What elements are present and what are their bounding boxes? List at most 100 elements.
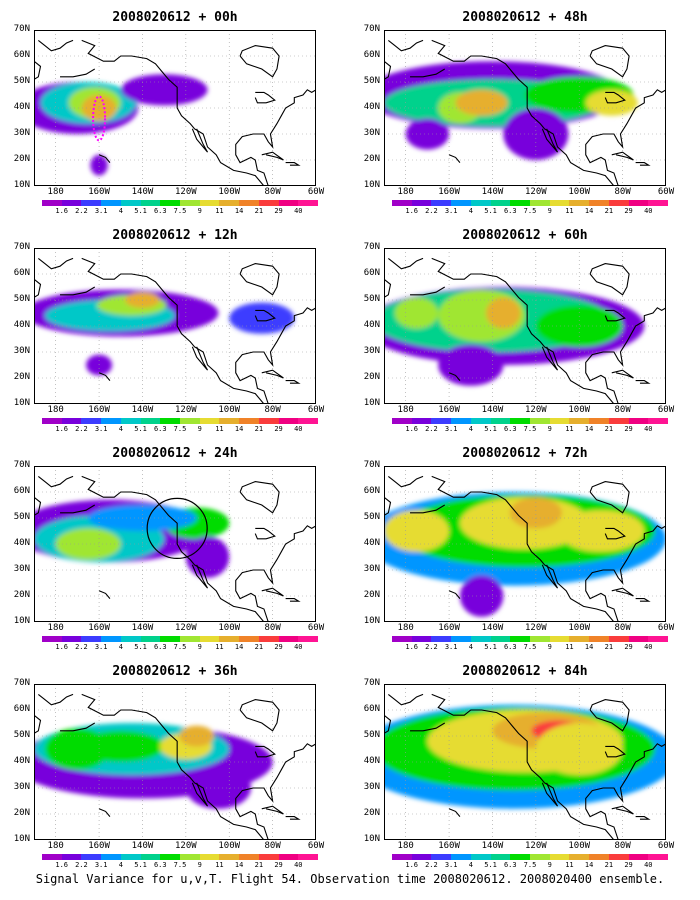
colorbar-swatch <box>530 854 550 860</box>
variance-region <box>394 297 439 329</box>
map-border <box>34 248 316 404</box>
lat-tick-label: 60N <box>13 704 30 714</box>
coastline <box>448 372 461 381</box>
colorbar-swatch <box>298 418 319 424</box>
focus-circle <box>146 497 208 560</box>
lat-tick-label: 30N <box>363 346 380 356</box>
colorbar-swatch <box>199 636 220 642</box>
lat-tick-label: 70N <box>363 242 380 252</box>
panel-title: 2008020612 + 84h <box>462 664 588 679</box>
colorbar-swatch <box>180 200 200 206</box>
colorbar-swatch <box>258 200 279 206</box>
coastline <box>34 60 42 80</box>
lat-tick-label: 30N <box>363 782 380 792</box>
coastline <box>239 45 280 78</box>
coastline <box>254 309 276 322</box>
colorbar-swatch <box>490 636 511 642</box>
colorbar <box>392 200 669 206</box>
colorbar-label: 2.2 <box>425 643 438 651</box>
coastline <box>98 154 111 163</box>
lon-tick-label: 160W <box>88 405 110 415</box>
coastline <box>191 564 209 589</box>
colorbar-label: 3.1 <box>444 425 458 433</box>
colorbar-label: 2.2 <box>425 861 438 869</box>
colorbar-label: 3.1 <box>94 861 108 869</box>
colorbar-swatch <box>589 200 609 206</box>
lon-tick-label: 60W <box>657 841 675 851</box>
lon-tick-label: 100W <box>218 187 241 197</box>
flight-track <box>92 95 107 142</box>
colorbar-label: 5.1 <box>484 643 497 651</box>
coastline <box>261 369 284 379</box>
coastline <box>585 307 666 404</box>
variance-region <box>535 305 623 347</box>
colorbar-swatch <box>530 636 550 642</box>
variance-region <box>90 154 108 176</box>
lon-tick-label: 60W <box>307 187 325 197</box>
coastline <box>261 151 284 161</box>
variance-region <box>485 297 521 329</box>
lon-tick-label: 160W <box>438 841 460 851</box>
lat-tick-label: 20N <box>363 154 380 164</box>
lat-tick-label: 60N <box>363 50 380 60</box>
lat-tick-label: 60N <box>13 486 30 496</box>
lon-tick-label: 120W <box>525 187 547 197</box>
colorbar-swatch <box>608 418 629 424</box>
colorbar-swatch <box>569 200 590 206</box>
lon-tick-label: 60W <box>307 623 325 633</box>
colorbar-label: 5.1 <box>134 861 147 869</box>
coastline <box>635 380 651 384</box>
colorbar-swatch <box>589 636 609 642</box>
colorbar-label: 21 <box>254 207 264 215</box>
lat-tick-label: 30N <box>363 564 380 574</box>
colorbar-swatch <box>120 636 141 642</box>
coastline <box>191 346 209 371</box>
coastline <box>239 263 280 296</box>
coastline <box>81 475 266 622</box>
colorbar <box>42 636 319 642</box>
coastline <box>410 722 446 732</box>
lon-tick-label: 180 <box>397 623 414 633</box>
coastline <box>589 699 630 732</box>
colorbar-label: 2.2 <box>75 643 88 651</box>
coastline <box>541 128 559 153</box>
colorbar-swatch <box>549 636 570 642</box>
colorbar <box>392 636 669 642</box>
coastline <box>81 693 266 840</box>
colorbar-swatch <box>120 418 141 424</box>
colorbar-label: 7.5 <box>523 425 537 433</box>
coastline <box>604 309 626 322</box>
colorbar-swatch <box>42 418 62 424</box>
colorbar-label: 9 <box>197 425 202 433</box>
colorbar-swatch <box>451 854 471 860</box>
colorbar-label: 11 <box>565 861 574 869</box>
colorbar-label: 40 <box>294 207 303 215</box>
colorbar-swatch <box>258 636 279 642</box>
colorbar-swatch <box>258 854 279 860</box>
coastline <box>604 745 626 758</box>
coastline <box>604 91 626 104</box>
colorbar-label: 3.1 <box>444 643 458 651</box>
coastline <box>448 154 461 163</box>
colorbar-swatch <box>470 854 491 860</box>
colorbar-label: 21 <box>254 861 264 869</box>
lon-tick-label: 120W <box>175 187 197 197</box>
coastline <box>254 527 276 540</box>
coastline <box>37 39 74 52</box>
lon-tick-label: 80W <box>264 841 281 851</box>
colorbar-label: 1.6 <box>55 643 69 651</box>
colorbar-swatch <box>392 636 412 642</box>
colorbar-label: 9 <box>547 861 552 869</box>
colorbar-swatch <box>470 636 491 642</box>
lon-tick-label: 80W <box>614 841 631 851</box>
lat-tick-label: 70N <box>13 678 30 688</box>
map-border <box>384 466 666 622</box>
colorbar-swatch <box>239 854 259 860</box>
coastline <box>431 693 616 840</box>
colorbar-swatch <box>239 418 259 424</box>
colorbar-label: 4 <box>118 207 123 215</box>
colorbar-label: 29 <box>624 207 633 215</box>
colorbar-swatch <box>160 854 181 860</box>
map-border <box>384 684 666 840</box>
lon-tick-label: 160W <box>438 187 460 197</box>
